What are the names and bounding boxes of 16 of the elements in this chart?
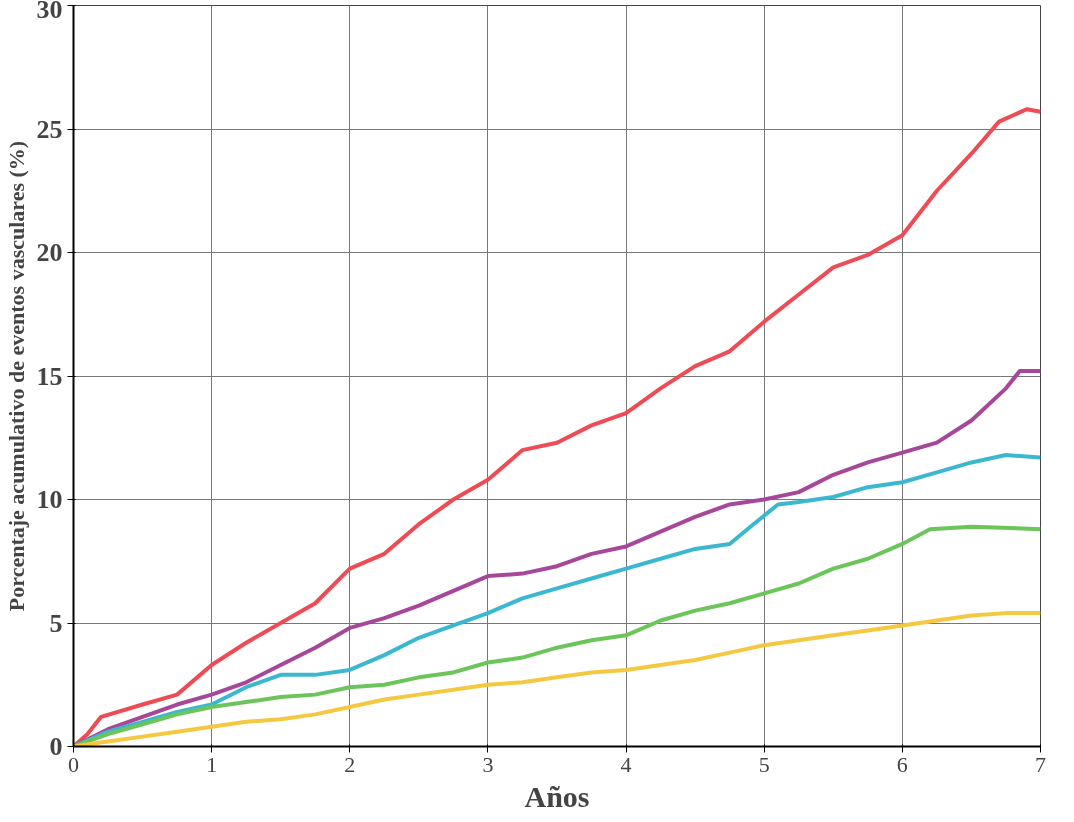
y-tick-label: 15: [36, 361, 63, 391]
x-axis-title: Años: [524, 779, 590, 813]
y-tick-label: 5: [49, 608, 63, 638]
y-tick-label: 20: [36, 238, 63, 267]
x-tick-label: 5: [758, 751, 770, 777]
x-tick-label: 3: [482, 751, 494, 777]
y-tick-label: 25: [36, 114, 63, 144]
y-tick-label: 30: [36, 0, 63, 24]
x-tick-label: 7: [1035, 751, 1046, 777]
x-tick-label: 6: [896, 751, 908, 777]
x-tick-label: 1: [206, 751, 218, 777]
x-tick-label: 0: [68, 751, 79, 777]
x-tick-label: 2: [344, 751, 356, 777]
x-tick-label: 4: [620, 751, 632, 777]
y-tick-label: 10: [36, 485, 63, 514]
y-axis-title: Porcentaje acumulativo de eventos vasculares (%): [3, 140, 29, 612]
